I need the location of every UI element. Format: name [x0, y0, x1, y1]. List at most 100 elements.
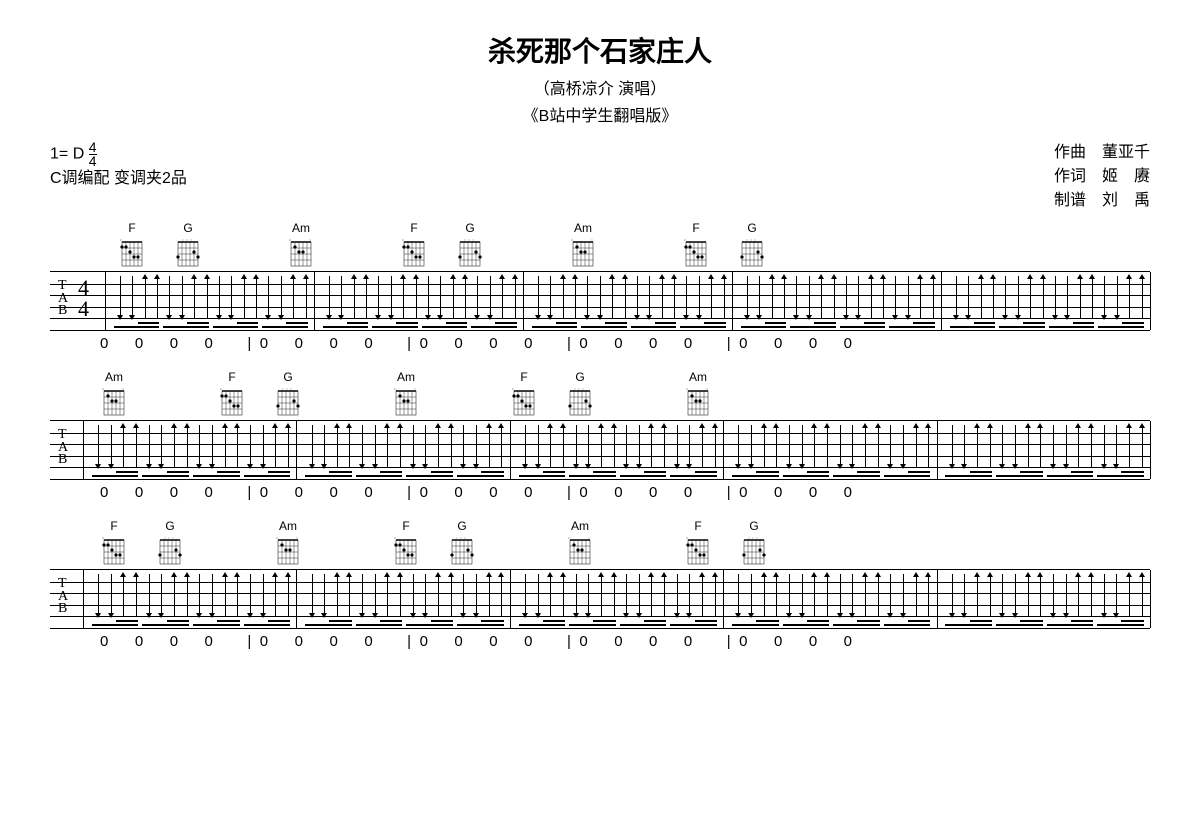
chord-G: G ○○○ — [456, 221, 484, 269]
notation-note: 0 — [739, 633, 748, 650]
chord-F: F × — [218, 370, 246, 418]
performer-line: （高桥凉介 演唱） — [50, 75, 1150, 99]
chord-G: G ○○○ — [738, 221, 766, 269]
chord-diagram-icon: ×○ — [684, 386, 712, 418]
chord-diagram-icon: ×○ — [100, 386, 128, 418]
number-notation-row: 0000|0000|0000|0000|0000 — [100, 335, 1150, 352]
svg-text:○: ○ — [296, 536, 298, 540]
svg-text:○: ○ — [464, 536, 466, 540]
notation-note: 0 — [420, 484, 429, 501]
barline-mark: | — [247, 335, 251, 352]
notation-note: 0 — [295, 335, 304, 352]
chord-row: Am ×○ F × G ○○○ Am — [100, 370, 1150, 418]
notation-note: 0 — [364, 633, 373, 650]
notation-note: 0 — [260, 633, 269, 650]
notation-note: 0 — [524, 335, 533, 352]
chord-diagram-icon: × — [118, 237, 146, 269]
svg-text:○: ○ — [122, 387, 124, 391]
chord-diagram-icon: × — [682, 237, 710, 269]
number-notation-row: 0000|0000|0000|0000|0000 — [100, 633, 1150, 650]
chord-diagram-icon: ×○ — [566, 535, 594, 567]
barline-mark: | — [727, 633, 731, 650]
notation-note: 0 — [295, 633, 304, 650]
notation-note: 0 — [489, 633, 498, 650]
svg-text:○: ○ — [414, 387, 416, 391]
notation-note: 0 — [170, 335, 179, 352]
svg-text:○: ○ — [591, 238, 593, 242]
svg-text:○: ○ — [164, 536, 166, 540]
svg-text:○: ○ — [752, 536, 754, 540]
chord-group: Am ×○ — [287, 221, 315, 269]
chord-Am: Am ×○ — [569, 221, 597, 269]
svg-text:○: ○ — [746, 238, 748, 242]
notation-note: 0 — [100, 484, 109, 501]
svg-text:○: ○ — [750, 238, 752, 242]
notation-note: 0 — [809, 484, 818, 501]
barline-mark: | — [727, 335, 731, 352]
notation-note: 0 — [774, 633, 783, 650]
chord-G: G ○○○ — [274, 370, 302, 418]
svg-text:○: ○ — [309, 238, 311, 242]
svg-text:×: × — [684, 238, 686, 242]
svg-text:×: × — [220, 387, 222, 391]
svg-text:×: × — [102, 536, 104, 540]
number-notation-row: 0000|0000|0000|0000|0000 — [100, 484, 1150, 501]
chord-diagram-icon: × — [400, 237, 428, 269]
chord-F: F × — [682, 221, 710, 269]
barline-mark: | — [247, 633, 251, 650]
barline-mark: | — [567, 484, 571, 501]
chord-diagram-icon: × — [100, 535, 128, 567]
notation-note: 0 — [774, 484, 783, 501]
chord-diagram-icon: ○○○ — [566, 386, 594, 418]
notation-note: 0 — [739, 335, 748, 352]
chord-diagram-icon: ×○ — [287, 237, 315, 269]
notation-note: 0 — [420, 335, 429, 352]
chord-diagram-icon: × — [392, 535, 420, 567]
svg-text:○: ○ — [754, 238, 756, 242]
notation-note: 0 — [364, 335, 373, 352]
svg-text:○: ○ — [456, 536, 458, 540]
chord-Am: Am ×○ — [684, 370, 712, 418]
notation-note: 0 — [100, 633, 109, 650]
notation-note: 0 — [260, 335, 269, 352]
notation-note: 0 — [260, 484, 269, 501]
chord-group: F × G ○○○ — [392, 519, 476, 567]
chord-diagram-icon: × — [684, 535, 712, 567]
svg-text:×: × — [571, 238, 573, 242]
notation-note: 0 — [170, 484, 179, 501]
svg-text:○: ○ — [182, 238, 184, 242]
notation-note: 0 — [135, 335, 144, 352]
notation-note: 0 — [135, 484, 144, 501]
chord-diagram-icon: × — [218, 386, 246, 418]
chord-diagram-icon: ×○ — [392, 386, 420, 418]
chord-diagram-icon: ○○○ — [156, 535, 184, 567]
chord-Am: Am ×○ — [566, 519, 594, 567]
notation-note: 0 — [329, 335, 338, 352]
chord-group: F × G ○○○ — [400, 221, 484, 269]
svg-text:○: ○ — [706, 387, 708, 391]
barline-mark: | — [407, 484, 411, 501]
chord-diagram-icon: ○○○ — [740, 535, 768, 567]
notation-note: 0 — [684, 633, 693, 650]
chord-group: F × G ○○○ — [218, 370, 302, 418]
chord-Am: Am ×○ — [274, 519, 302, 567]
chord-diagram-icon: ×○ — [274, 535, 302, 567]
version-line: 《B站中学生翻唱版》 — [50, 102, 1150, 126]
notation-note: 0 — [205, 633, 214, 650]
notation-note: 0 — [205, 335, 214, 352]
chord-diagram-icon: ○○○ — [274, 386, 302, 418]
barline-mark: | — [567, 335, 571, 352]
chord-G: G ○○○ — [740, 519, 768, 567]
key-signature: 1= D — [50, 145, 84, 162]
chord-Am: Am ×○ — [100, 370, 128, 418]
notation-note: 0 — [844, 633, 853, 650]
barline-mark: | — [407, 335, 411, 352]
notation-note: 0 — [100, 335, 109, 352]
chord-group: Am ×○ — [100, 370, 128, 418]
sheet-header: 杀死那个石家庄人 （高桥凉介 演唱） 《B站中学生翻唱版》 — [50, 30, 1150, 126]
svg-text:○: ○ — [186, 238, 188, 242]
svg-text:×: × — [686, 536, 688, 540]
chord-group: Am ×○ — [274, 519, 302, 567]
svg-text:○: ○ — [578, 387, 580, 391]
notation-note: 0 — [579, 335, 588, 352]
